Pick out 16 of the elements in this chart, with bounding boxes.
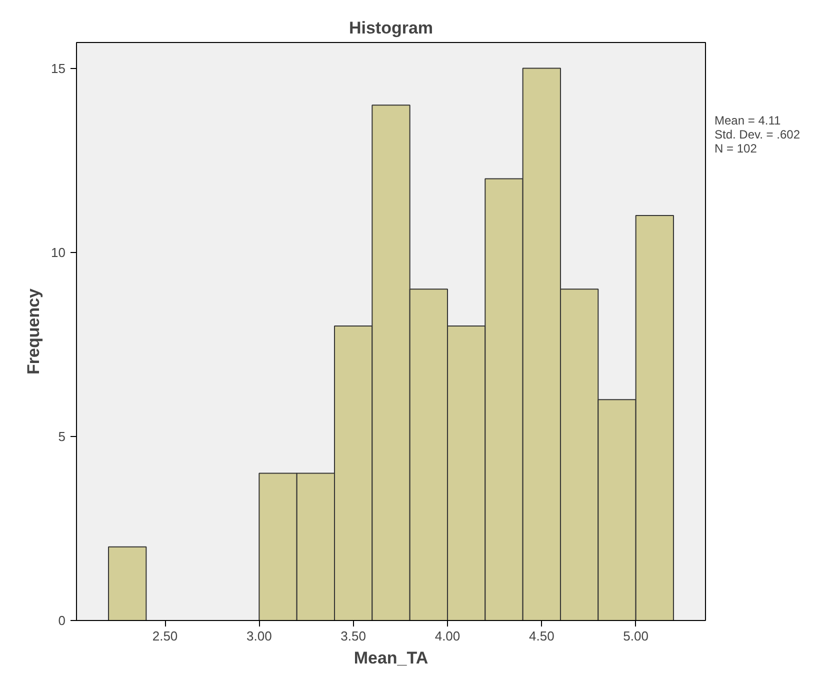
x-axis-title: Mean_TA (354, 648, 428, 668)
text: Mean = 4.11 (714, 114, 781, 128)
text: Std. Dev. = .602 (714, 128, 800, 142)
y-tick-label: 15 (51, 60, 66, 76)
y-tick-label: 5 (58, 428, 66, 444)
x-tick-label: 4.50 (529, 628, 554, 644)
y-tick-label: 10 (51, 244, 66, 260)
x-tick-label: 3.50 (340, 628, 366, 644)
x-tick-label: 3.00 (246, 628, 272, 644)
x-tick-label: 2.50 (152, 628, 178, 644)
y-axis-title: Frequency (24, 288, 44, 374)
x-tick-label: 5.00 (623, 628, 648, 644)
y-tick-label: 0 (58, 613, 66, 628)
text: N = 102 (714, 142, 758, 156)
x-tick-label: 4.00 (434, 628, 460, 644)
chart-title: Histogram (348, 18, 434, 38)
